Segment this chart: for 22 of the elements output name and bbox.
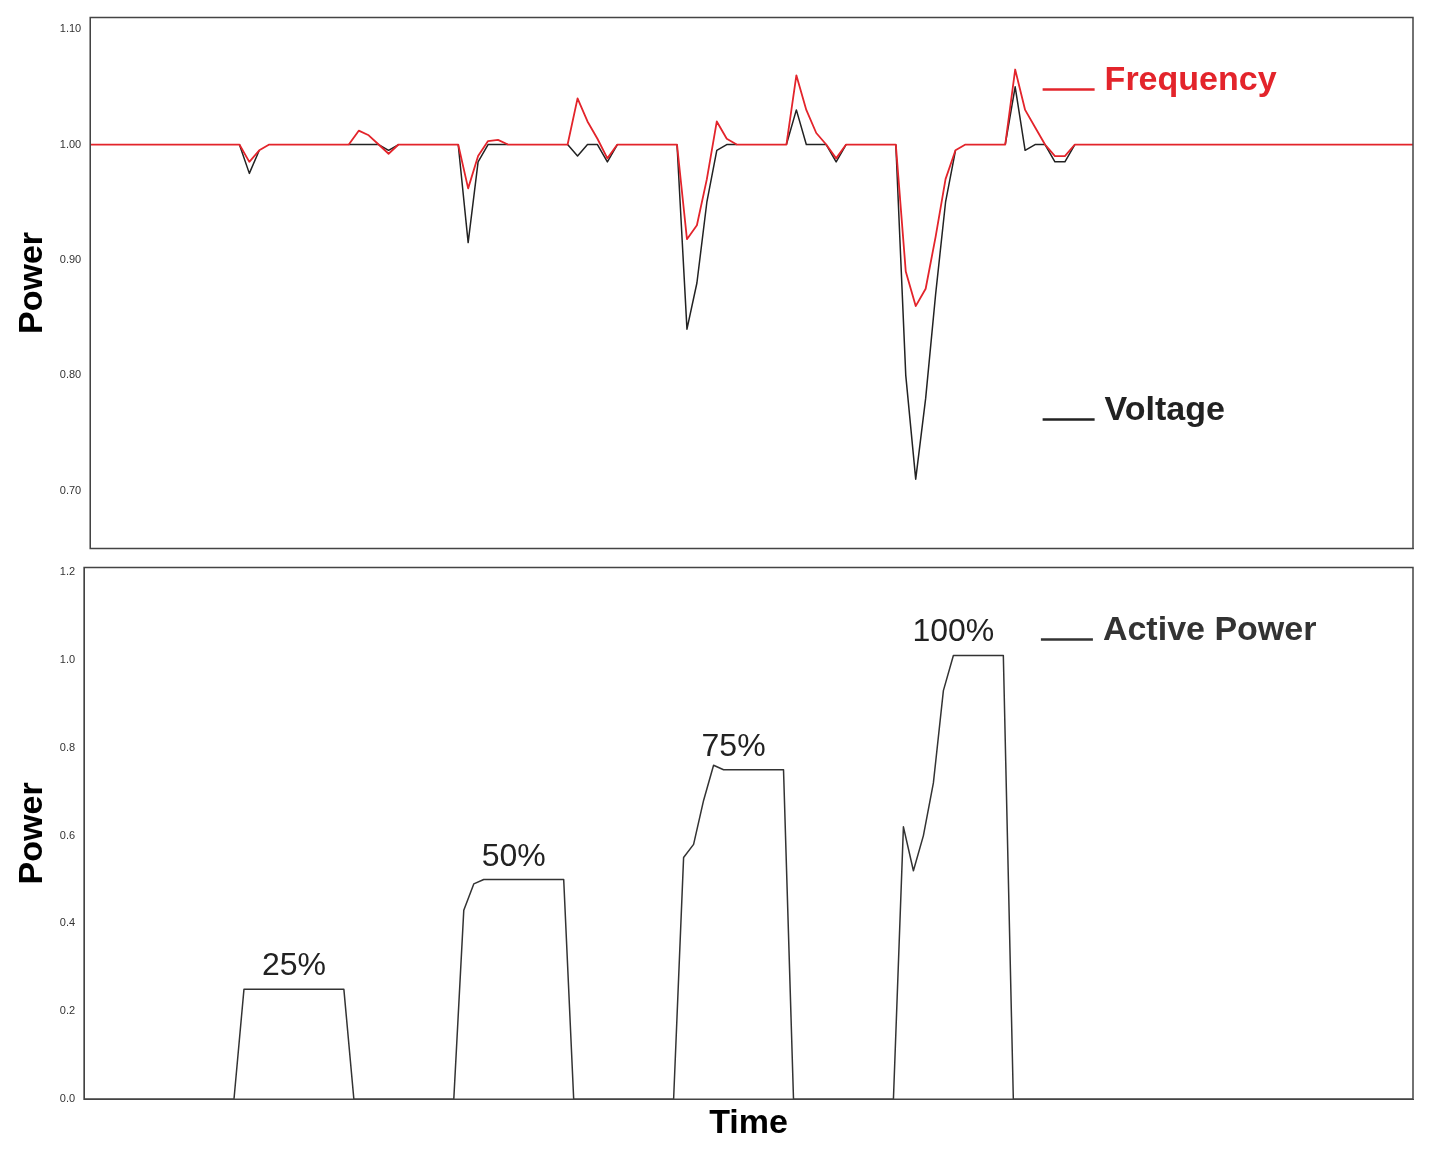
y-tick-label: 0.4: [59, 916, 76, 929]
annotation: 25%: [261, 946, 326, 983]
y-tick-label: 0.90: [59, 252, 82, 265]
y-tick-label: 0.6: [59, 828, 76, 841]
legend-label: Active Power: [1102, 608, 1317, 647]
y-tick-label: 0.70: [59, 483, 82, 496]
annotation: 50%: [481, 836, 546, 873]
annotation: 75%: [701, 726, 766, 763]
x-axis-title: Time: [709, 1101, 788, 1140]
y-tick-label: 1.10: [59, 22, 82, 35]
legend-label: Frequency: [1104, 58, 1277, 97]
y-axis-title: Power: [10, 782, 49, 885]
y-tick-label: 0.2: [59, 1004, 76, 1017]
legend-label: Voltage: [1104, 388, 1225, 427]
y-tick-label: 0.0: [59, 1092, 76, 1105]
y-tick-label: 0.8: [59, 740, 76, 753]
y-tick-label: 0.80: [59, 368, 82, 381]
annotation: 100%: [912, 612, 995, 649]
y-tick-label: 1.2: [59, 565, 76, 578]
y-tick-label: 1.00: [59, 137, 82, 150]
y-axis-title: Power: [10, 231, 49, 335]
y-tick-label: 1.0: [59, 652, 76, 665]
